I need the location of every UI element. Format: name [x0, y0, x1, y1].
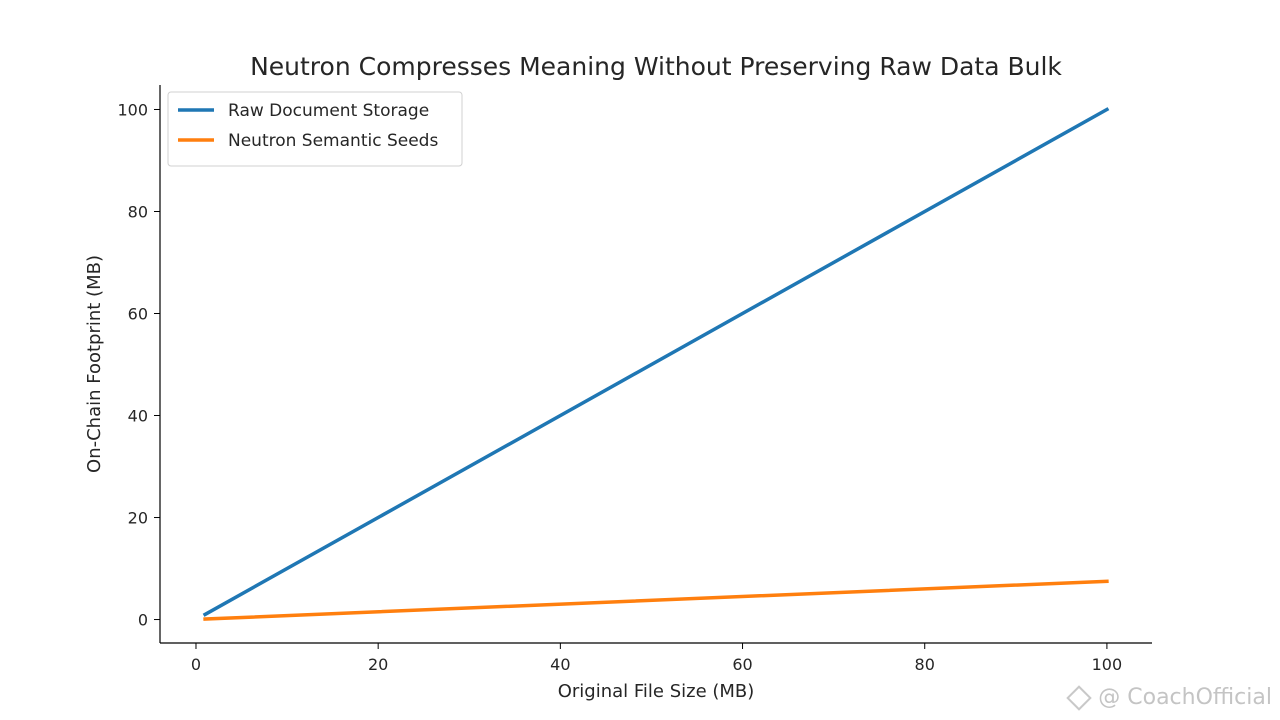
x-tick-label: 60: [732, 655, 752, 674]
legend-label: Neutron Semantic Seeds: [228, 131, 438, 151]
x-tick-label: 0: [191, 655, 201, 674]
y-tick-label: 20: [128, 509, 148, 528]
x-tick-label: 40: [550, 655, 570, 674]
legend: Raw Document Storage Neutron Semantic See…: [167, 91, 463, 167]
x-tick-label: 20: [368, 655, 388, 674]
y-axis-label: On-Chain Footprint (MB): [84, 255, 105, 473]
y-tick-label: 40: [128, 407, 148, 426]
y-tick-label: 0: [138, 611, 148, 630]
series-lines: [202, 107, 1110, 621]
series-line-2: [203, 579, 1109, 621]
x-tick-label: 100: [1092, 655, 1123, 674]
x-axis-label: Original File Size (MB): [558, 681, 755, 702]
axes: 0 20 40 60 80 100 0 20 40 60 80 100: [117, 85, 1152, 674]
watermark-text: @ CoachOfficial: [1098, 685, 1272, 710]
y-tick-label: 60: [128, 305, 148, 324]
legend-box: [167, 91, 463, 167]
legend-label: Raw Document Storage: [228, 101, 429, 121]
watermark: @ CoachOfficial: [1066, 684, 1272, 711]
y-tick-label: 80: [128, 202, 148, 221]
chart-title: Neutron Compresses Meaning Without Prese…: [250, 52, 1062, 81]
y-tick-label: 100: [117, 100, 148, 119]
x-tick-label: 80: [915, 655, 935, 674]
binance-logo-icon: [1066, 684, 1092, 711]
series-line-1: [202, 107, 1110, 617]
